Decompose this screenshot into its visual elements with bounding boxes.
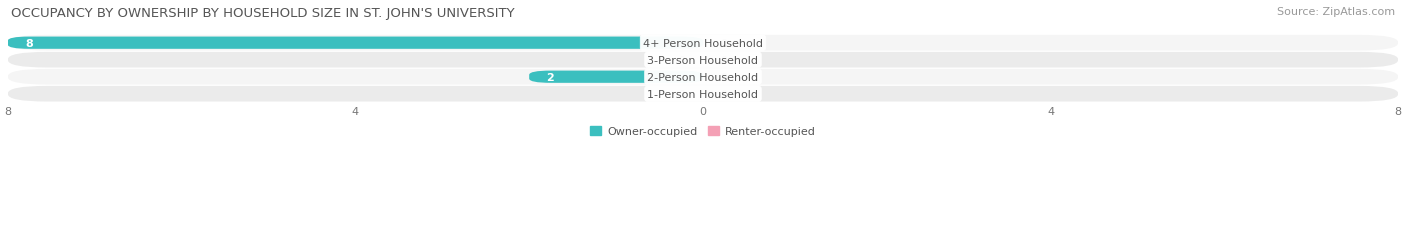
Text: 0: 0 (720, 72, 727, 82)
FancyBboxPatch shape (7, 37, 703, 50)
Text: Source: ZipAtlas.com: Source: ZipAtlas.com (1277, 7, 1395, 17)
FancyBboxPatch shape (7, 36, 1399, 51)
Text: 3-Person Household: 3-Person Household (648, 55, 758, 65)
Text: 8: 8 (25, 39, 32, 49)
FancyBboxPatch shape (529, 71, 703, 83)
Text: 2: 2 (547, 72, 554, 82)
Text: 4+ Person Household: 4+ Person Household (643, 39, 763, 49)
Legend: Owner-occupied, Renter-occupied: Owner-occupied, Renter-occupied (586, 122, 820, 141)
FancyBboxPatch shape (7, 53, 1399, 68)
Text: 0: 0 (679, 89, 686, 99)
Text: OCCUPANCY BY OWNERSHIP BY HOUSEHOLD SIZE IN ST. JOHN'S UNIVERSITY: OCCUPANCY BY OWNERSHIP BY HOUSEHOLD SIZE… (11, 7, 515, 20)
FancyBboxPatch shape (7, 70, 1399, 85)
FancyBboxPatch shape (7, 87, 1399, 102)
Text: 1-Person Household: 1-Person Household (648, 89, 758, 99)
Text: 0: 0 (679, 55, 686, 65)
Text: 0: 0 (720, 55, 727, 65)
Text: 0: 0 (720, 89, 727, 99)
Text: 2-Person Household: 2-Person Household (647, 72, 759, 82)
Text: 0: 0 (720, 39, 727, 49)
